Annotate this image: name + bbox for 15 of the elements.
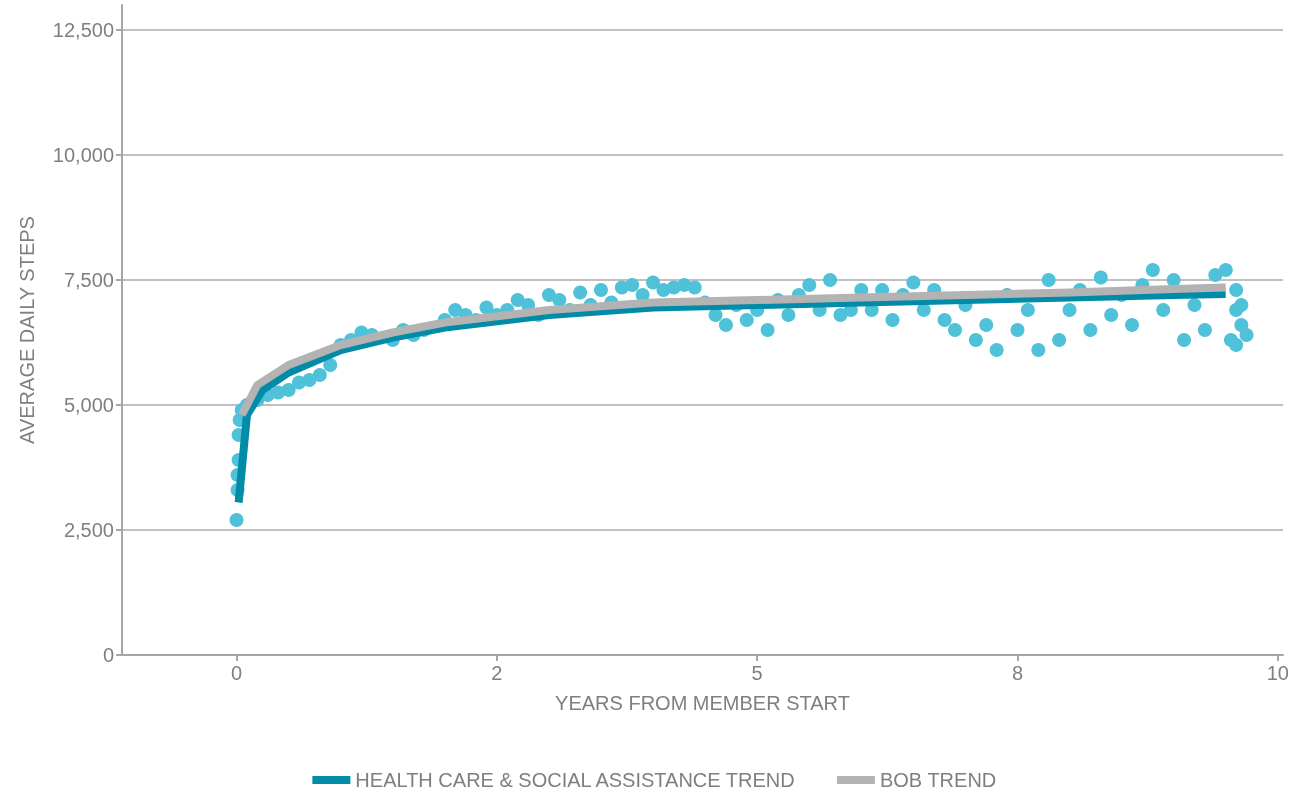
legend-label: HEALTH CARE & SOCIAL ASSISTANCE TREND xyxy=(355,769,795,791)
y-axis-title: AVERAGE DAILY STEPS xyxy=(16,216,38,444)
y-tick-label: 7,500 xyxy=(63,269,114,291)
x-axis-title: YEARS FROM MEMBER START xyxy=(555,692,850,714)
y-tick-label: 0 xyxy=(102,644,114,666)
x-tick-label: 2 xyxy=(491,662,503,684)
y-tick-label: 10,000 xyxy=(52,144,114,166)
y-tick-label: 12,500 xyxy=(52,19,114,41)
legend-label: BOB TREND xyxy=(879,769,997,791)
y-tick-label: 2,500 xyxy=(63,519,114,541)
x-tick-label: 10 xyxy=(1266,662,1289,684)
x-tick-label: 5 xyxy=(751,662,763,684)
y-tick-label: 5,000 xyxy=(63,394,114,416)
x-tick-label: 0 xyxy=(230,662,243,684)
x-tick-label: 8 xyxy=(1011,662,1024,684)
